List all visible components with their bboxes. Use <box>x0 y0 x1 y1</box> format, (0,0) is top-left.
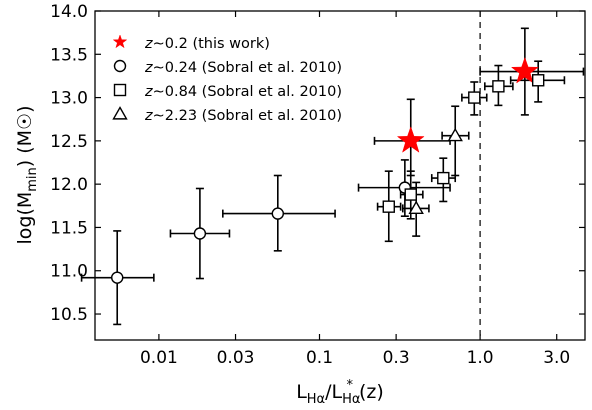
y-tick-label: 12.5 <box>50 132 88 152</box>
y-tick-label: 14.0 <box>50 2 88 22</box>
data-point-square <box>531 74 545 87</box>
x-tick-label: 1.0 <box>467 348 494 368</box>
legend-marker-circle <box>113 59 127 73</box>
data-point-triangle <box>447 127 463 142</box>
legend-marker-star <box>112 34 128 49</box>
data-point-circle <box>111 271 124 284</box>
legend-marker-triangle <box>112 106 128 120</box>
y-tick-label: 11.0 <box>50 262 88 282</box>
legend-label: z∼2.23 (Sobral et al. 2010) <box>144 108 342 124</box>
data-point-triangle <box>408 200 424 214</box>
data-markers <box>111 56 545 284</box>
data-point-circle <box>271 207 285 220</box>
x-tick-label: 0.3 <box>383 348 410 368</box>
y-axis: 10.5 11.0 11.5 12.0 12.5 13.0 13.5 14.0 <box>50 2 585 325</box>
data-point-square <box>382 200 395 213</box>
legend-label: z∼0.24 (Sobral et al. 2010) <box>144 60 342 76</box>
legend-label: z∼0.84 (Sobral et al. 2010) <box>144 84 342 100</box>
data-point-square <box>437 171 450 185</box>
y-axis-label: log(Mmin) (M☉) <box>14 105 40 244</box>
plot-area <box>94 10 586 341</box>
y-tick-label: 11.5 <box>50 218 88 238</box>
data-point-square <box>404 188 417 201</box>
legend: z∼0.2 (this work) z∼0.24 (Sobral et al. 2… <box>112 34 342 124</box>
data-point-circle <box>193 227 207 240</box>
x-axis-label: LHα/LHα* (z) <box>296 378 384 407</box>
x-tick-label: 0.1 <box>306 348 333 368</box>
legend-marker-square <box>113 83 127 97</box>
x-tick-label: 0.03 <box>217 348 255 368</box>
x-axis: 0.01 0.03 0.1 0.3 1.0 3.0 <box>140 11 570 368</box>
data-point-star <box>510 56 539 84</box>
data-point-square <box>468 91 481 104</box>
y-tick-label: 12.0 <box>50 175 88 195</box>
x-tick-label: 3.0 <box>543 348 570 368</box>
data-point-square <box>492 80 505 93</box>
y-tick-label: 10.5 <box>50 305 88 325</box>
y-tick-label: 13.5 <box>50 45 88 65</box>
x-tick-label: 0.01 <box>140 348 178 368</box>
y-tick-label: 13.0 <box>50 89 88 109</box>
data-point-star <box>396 126 425 153</box>
legend-label: z∼0.2 (this work) <box>144 36 270 52</box>
